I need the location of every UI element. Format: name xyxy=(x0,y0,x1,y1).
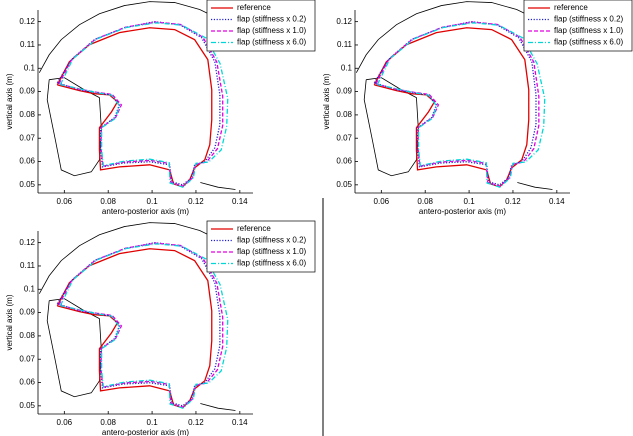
y-tick-label: 0.08 xyxy=(19,331,35,340)
y-tick-label: 0.07 xyxy=(19,133,35,142)
y-tick-label: 0.1 xyxy=(24,63,36,72)
panel: 0.06 0.08 0.1 0.12 0.14 0.05 0.06 0.07 0.08 0.09 0… xyxy=(322,1,570,216)
y-tick-label: 0.09 xyxy=(19,308,35,317)
x-tick-label: 0.06 xyxy=(374,197,390,206)
x-tick-label: 0.1 xyxy=(464,197,476,206)
x-tick-label: 0.14 xyxy=(232,418,248,427)
x-tick-label: 0.12 xyxy=(188,418,204,427)
y-tick-label: 0.1 xyxy=(341,63,353,72)
x-tick-label: 0.08 xyxy=(100,418,116,427)
legend-label: flap (stiffness x 1.0) xyxy=(554,26,624,35)
legend-label: flap (stiffness x 0.2) xyxy=(237,236,307,245)
x-tick-label: 0.12 xyxy=(505,197,521,206)
y-tick-label: 0.06 xyxy=(19,378,35,387)
x-tick-label: 0.06 xyxy=(57,418,73,427)
x-axis-label: antero-posterior axis (m) xyxy=(102,428,189,436)
y-tick-label: 0.1 xyxy=(24,284,36,293)
x-tick-label: 0.08 xyxy=(417,197,433,206)
y-tick-label: 0.11 xyxy=(20,261,36,270)
y-tick-label: 0.12 xyxy=(19,17,35,26)
y-tick-label: 0.12 xyxy=(336,17,352,26)
y-tick-label: 0.05 xyxy=(19,401,35,410)
y-tick-label: 0.09 xyxy=(336,87,352,96)
y-axis-label: vertical axis (m) xyxy=(5,294,14,350)
x-tick-label: 0.12 xyxy=(188,197,204,206)
y-tick-label: 0.08 xyxy=(19,110,35,119)
y-axis-label: vertical axis (m) xyxy=(322,73,331,129)
contour-line xyxy=(376,22,546,188)
legend: reference flap (stiffness x 0.2) flap (sti… xyxy=(206,0,316,52)
legend-label: flap (stiffness x 0.2) xyxy=(237,15,307,24)
legend: reference flap (stiffness x 0.2) flap (sti… xyxy=(523,0,633,52)
x-tick-label: 0.14 xyxy=(232,197,248,206)
y-tick-label: 0.05 xyxy=(19,180,35,189)
y-tick-label: 0.12 xyxy=(19,238,35,247)
y-tick-label: 0.07 xyxy=(336,133,352,142)
x-axis-label: antero-posterior axis (m) xyxy=(102,207,189,216)
y-tick-label: 0.08 xyxy=(336,110,352,119)
legend-label: flap (stiffness x 0.2) xyxy=(554,15,624,24)
x-tick-label: 0.08 xyxy=(100,197,116,206)
contour-line xyxy=(56,21,221,186)
legend-label: flap (stiffness x 1.0) xyxy=(237,247,307,256)
y-tick-label: 0.05 xyxy=(336,180,352,189)
x-axis-label: antero-posterior axis (m) xyxy=(419,207,506,216)
contour-line xyxy=(373,21,537,186)
y-tick-label: 0.06 xyxy=(336,157,352,166)
y-tick-label: 0.11 xyxy=(20,40,36,49)
y-tick-label: 0.11 xyxy=(337,40,353,49)
x-tick-label: 0.06 xyxy=(57,197,73,206)
x-tick-label: 0.14 xyxy=(549,197,565,206)
legend-label: reference xyxy=(554,3,588,12)
contour-line xyxy=(56,242,221,407)
legend-label: flap (stiffness x 1.0) xyxy=(237,26,307,35)
panel: 0.06 0.08 0.1 0.12 0.14 0.05 0.06 0.07 0.08 0.09 0… xyxy=(5,222,253,436)
legend-label: flap (stiffness x 6.0) xyxy=(554,38,624,47)
legend-label: reference xyxy=(237,3,271,12)
y-axis-label: vertical axis (m) xyxy=(5,73,14,129)
contour-line xyxy=(375,21,540,187)
contour-line xyxy=(58,21,224,187)
legend: reference flap (stiffness x 0.2) flap (sti… xyxy=(206,220,316,273)
y-tick-label: 0.09 xyxy=(19,87,35,96)
contour-line xyxy=(59,22,229,188)
legend-label: flap (stiffness x 6.0) xyxy=(237,259,307,268)
y-tick-label: 0.07 xyxy=(19,354,35,363)
contour-line xyxy=(59,243,229,409)
legend-label: reference xyxy=(237,224,271,233)
x-tick-label: 0.1 xyxy=(147,418,159,427)
y-tick-label: 0.06 xyxy=(19,157,35,166)
x-tick-label: 0.1 xyxy=(147,197,159,206)
contour-line xyxy=(58,242,224,408)
legend-label: flap (stiffness x 6.0) xyxy=(237,38,307,47)
